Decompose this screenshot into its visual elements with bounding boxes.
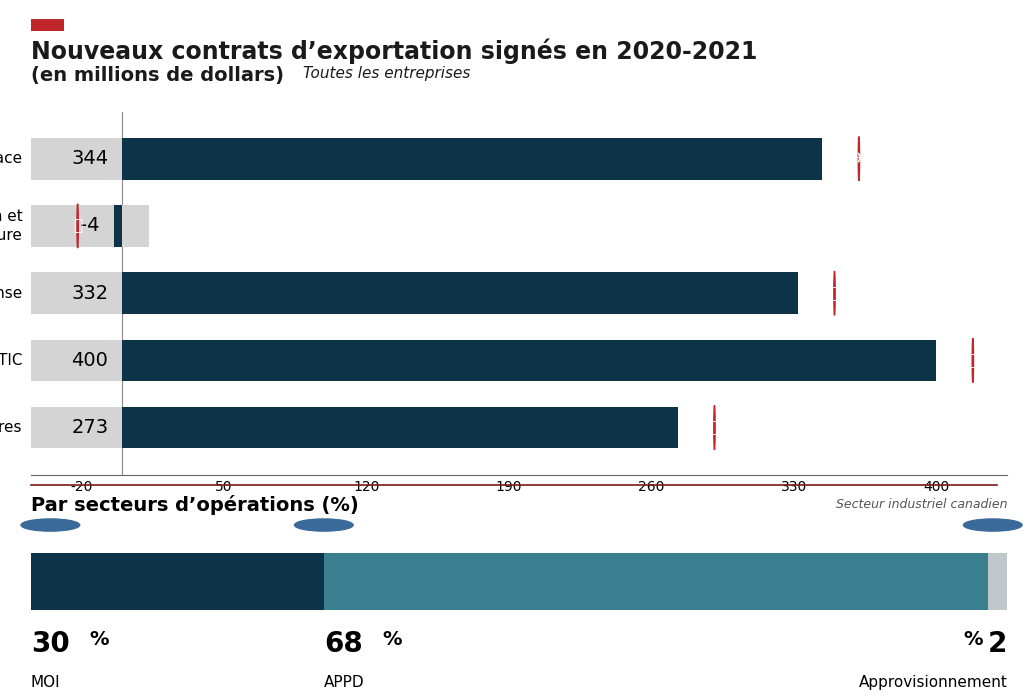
FancyBboxPatch shape [31,407,149,448]
FancyBboxPatch shape [31,205,149,247]
Text: 🛡: 🛡 [830,285,839,301]
FancyBboxPatch shape [988,554,1007,610]
Bar [122,272,798,314]
Text: %: % [89,630,109,649]
Bar [122,339,937,381]
FancyBboxPatch shape [31,554,324,610]
Text: Par secteurs d’opérations (%): Par secteurs d’opérations (%) [31,495,359,514]
Bar [122,138,822,179]
Circle shape [972,339,974,383]
Circle shape [858,137,859,181]
Text: 2: 2 [988,630,1007,658]
Text: 400: 400 [71,351,108,370]
Text: 273: 273 [71,418,108,437]
Text: 30: 30 [31,630,70,658]
Circle shape [963,519,1022,531]
Bar [114,205,122,247]
Text: 🔒: 🔒 [968,353,978,368]
Circle shape [713,406,715,450]
Text: 332: 332 [71,283,108,303]
FancyBboxPatch shape [31,272,149,314]
Text: Toutes les entreprises: Toutes les entreprises [303,66,471,81]
Text: MOI: MOI [31,675,61,690]
FancyBboxPatch shape [324,554,988,610]
Text: Nouveaux contrats d’exportation signés en 2020-2021: Nouveaux contrats d’exportation signés e… [31,38,758,64]
Text: Aerospace: Aerospace [0,151,23,166]
Text: 344: 344 [71,149,108,168]
Circle shape [834,271,835,315]
Circle shape [77,204,78,248]
Text: Approvisionnement: Approvisionnement [858,675,1007,690]
Circle shape [294,519,354,531]
Text: Défense: Défense [0,285,23,301]
Text: Secteur industriel canadien: Secteur industriel canadien [836,498,1007,511]
Text: APPD: APPD [324,675,365,690]
Text: 68: 68 [324,630,363,658]
Text: 📦: 📦 [710,420,719,435]
Text: Construction et
Infrastructure: Construction et Infrastructure [0,209,23,243]
Text: 🏗: 🏗 [73,218,82,233]
FancyBboxPatch shape [31,138,149,179]
Text: %: % [963,630,983,649]
Circle shape [22,519,79,531]
Text: %: % [382,630,402,649]
Text: TIC: TIC [0,353,23,368]
Text: ✈: ✈ [852,151,866,166]
Text: Autres: Autres [0,420,23,435]
Text: -4: -4 [80,216,100,235]
FancyBboxPatch shape [31,339,149,381]
Text: (en millions de dollars): (en millions de dollars) [31,66,284,85]
Bar [122,407,677,448]
